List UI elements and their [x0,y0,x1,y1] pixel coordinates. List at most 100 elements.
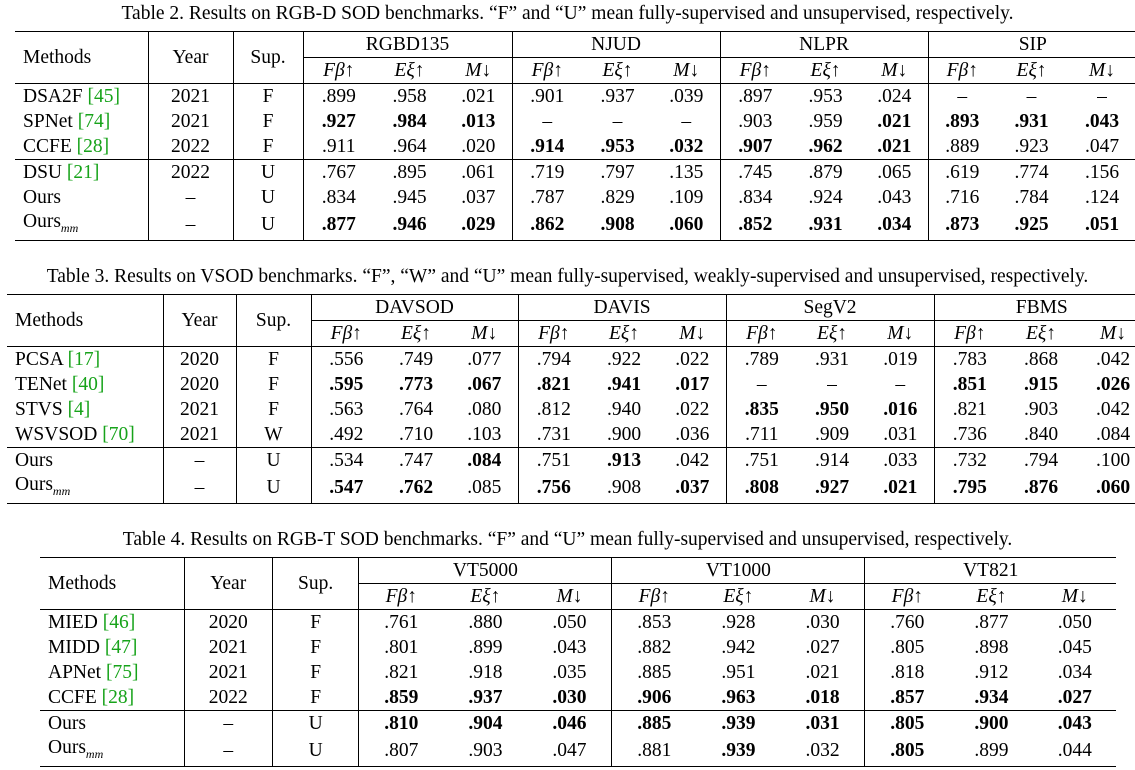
value-cell: .810 [358,710,444,736]
method-name: MIED [46] [40,610,184,636]
value-cell: .903 [443,736,528,767]
value-cell: – [725,372,798,397]
citation-link[interactable]: [75] [105,662,139,683]
table-caption: Table 2. Results on RGB-D SOD benchmarks… [121,3,1014,24]
value-cell: .918 [468,662,503,683]
dataset-header: FBMS [933,294,1135,321]
value-cell: .859 [358,685,444,711]
sup-cell: U [235,473,311,504]
value-cell: .021 [867,473,935,504]
year-cell: 2021 [162,397,236,422]
value-cell: .795 [933,473,1006,504]
value-cell: .927 [302,109,374,134]
citation-link[interactable]: [17] [67,349,101,370]
citation-link[interactable]: [47] [104,637,138,658]
table-row: Ours – U .534.747.084.751.913.042.751.914.0… [7,447,1135,473]
value-cell: .747 [381,447,451,473]
sup-header: Sup. [232,31,303,84]
metric-header: Eξ↑ [443,583,528,610]
value-cell: .821 [358,660,444,685]
year-cell: – [162,447,236,473]
table-row: CCFE [28] 2022 F .911.964.020.914.953.032.9… [15,134,1135,160]
method-label: CCFE [23,136,72,157]
metric-header: Fβ↑ [511,57,583,84]
metric-header: Eξ↑ [589,320,660,347]
value-cell: .103 [467,424,502,445]
value-cell: .941 [606,374,642,395]
value-cell: – [1097,86,1107,107]
results-table: Methods Year Sup. DAVSOD DAVIS SegV2 FBMS Fβ↑ Eξ… [7,294,1135,504]
value-cell: .034 [1057,662,1092,683]
citation-link[interactable]: [70] [102,424,135,445]
table-row: PCSA [17] 2020 F .556.749.077.794.922.022.7… [7,346,1135,373]
method-label: CCFE [48,687,97,708]
value-cell: .710 [398,424,434,445]
value-cell: .829 [600,187,635,208]
metric-header: Eξ↑ [790,57,862,84]
value-cell: .876 [1005,473,1078,504]
value-cell: .719 [511,159,583,185]
method-subscript: mm [60,220,79,235]
value-cell: .021 [877,111,912,132]
value-cell: .037 [461,187,496,208]
citation-link[interactable]: [21] [66,162,100,183]
value-cell: .021 [461,86,496,107]
value-cell: .834 [302,185,374,210]
dataset-header: DAVSOD [310,294,519,321]
method-name: CCFE [28] [15,134,148,160]
citation-link[interactable]: [74] [77,111,111,132]
value-cell: .135 [653,159,721,185]
metric-header: M↓ [861,57,929,84]
value-cell: – [1026,86,1037,107]
citation-link[interactable]: [4] [67,399,91,420]
citation-link[interactable]: [46] [102,612,136,633]
value-cell: .899 [949,736,1034,767]
method-label: WSVSOD [15,424,98,445]
value-cell: .805 [864,710,950,736]
metric-header: Eξ↑ [374,57,445,84]
method-label: APNet [48,662,102,683]
metric-header: M↓ [653,57,721,84]
metric-header: Fβ↑ [933,320,1006,347]
method-name: PCSA [17] [7,347,163,373]
value-cell: .924 [808,187,843,208]
citation-link[interactable]: [28] [76,136,110,157]
metric-header: Eξ↑ [381,320,451,347]
value-cell: .156 [1067,159,1135,185]
metric-header: Eξ↑ [949,583,1034,610]
value-cell: .784 [1014,187,1049,208]
value-cell: .914 [797,447,868,473]
value-cell: .043 [1084,111,1120,132]
table-row: Ours – U .810.904.046.885.939.031.805.900.0… [40,710,1116,736]
citation-link[interactable]: [40] [71,374,105,395]
metric-header: Fβ↑ [611,583,697,610]
metric-header: M↓ [659,320,727,347]
method-label: SPNet [23,111,73,132]
value-cell: .716 [927,185,997,210]
value-cell: .031 [883,424,918,445]
results-table: Methods Year Sup. VT5000 VT1000 VT821 Fβ↑ Eξ↑ M↓… [40,557,1116,767]
year-cell: – [147,185,233,210]
value-cell: .897 [719,83,791,109]
method-label: MIED [48,612,98,633]
year-cell: 2020 [162,372,236,397]
value-cell: .732 [933,447,1006,473]
value-cell: .914 [511,134,583,160]
year-cell: 2021 [183,660,273,685]
value-cell: .619 [927,159,997,185]
citation-link[interactable]: [28] [101,687,135,708]
value-cell: .034 [861,210,929,241]
value-cell: .853 [611,609,697,635]
value-cell: .042 [659,447,727,473]
sup-cell: U [235,447,311,473]
method-label: DSA2F [23,86,83,107]
value-cell: .789 [725,346,798,372]
value-cell: .835 [725,397,798,422]
metric-header: M↓ [527,583,612,610]
sup-header: Sup. [235,294,311,347]
value-cell: .906 [611,685,697,711]
value-cell: .767 [302,159,374,185]
value-cell: .024 [877,86,912,107]
value-cell: .061 [445,159,513,185]
citation-link[interactable]: [45] [87,86,120,107]
